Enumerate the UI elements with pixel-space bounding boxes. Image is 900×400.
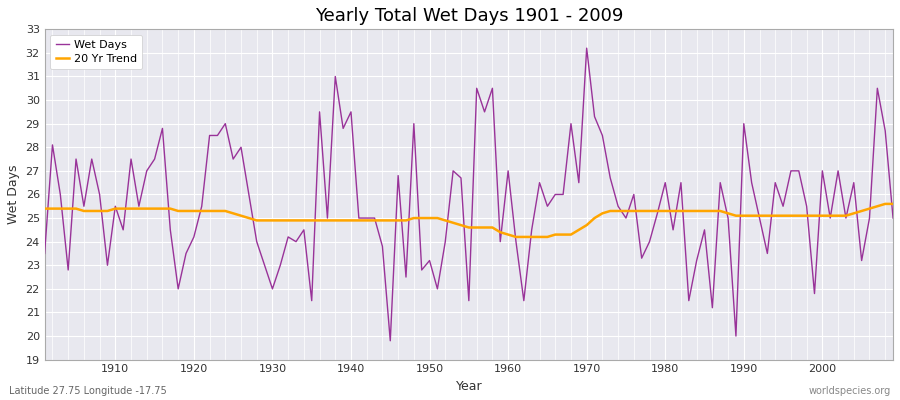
Wet Days [274, 263, 285, 268]
20 Yr Trend [40, 206, 50, 211]
Wet Days [102, 263, 112, 268]
Wet Days [887, 216, 898, 220]
20 Yr Trend [322, 218, 333, 223]
Wet Days [40, 251, 50, 256]
Wet Days [322, 216, 333, 220]
20 Yr Trend [102, 208, 112, 213]
Line: 20 Yr Trend: 20 Yr Trend [45, 204, 893, 237]
Text: Latitude 27.75 Longitude -17.75: Latitude 27.75 Longitude -17.75 [9, 386, 166, 396]
20 Yr Trend [495, 230, 506, 235]
20 Yr Trend [605, 208, 616, 213]
20 Yr Trend [274, 218, 285, 223]
X-axis label: Year: Year [455, 380, 482, 393]
Title: Yearly Total Wet Days 1901 - 2009: Yearly Total Wet Days 1901 - 2009 [315, 7, 623, 25]
Legend: Wet Days, 20 Yr Trend: Wet Days, 20 Yr Trend [50, 35, 142, 70]
20 Yr Trend [510, 234, 521, 239]
Wet Days [510, 239, 521, 244]
Wet Days [385, 338, 396, 343]
Y-axis label: Wet Days: Wet Days [7, 165, 20, 224]
Line: Wet Days: Wet Days [45, 48, 893, 341]
Wet Days [581, 46, 592, 50]
Wet Days [613, 204, 624, 209]
20 Yr Trend [880, 202, 891, 206]
Text: worldspecies.org: worldspecies.org [809, 386, 891, 396]
Wet Days [503, 168, 514, 173]
20 Yr Trend [887, 202, 898, 206]
20 Yr Trend [503, 232, 514, 237]
